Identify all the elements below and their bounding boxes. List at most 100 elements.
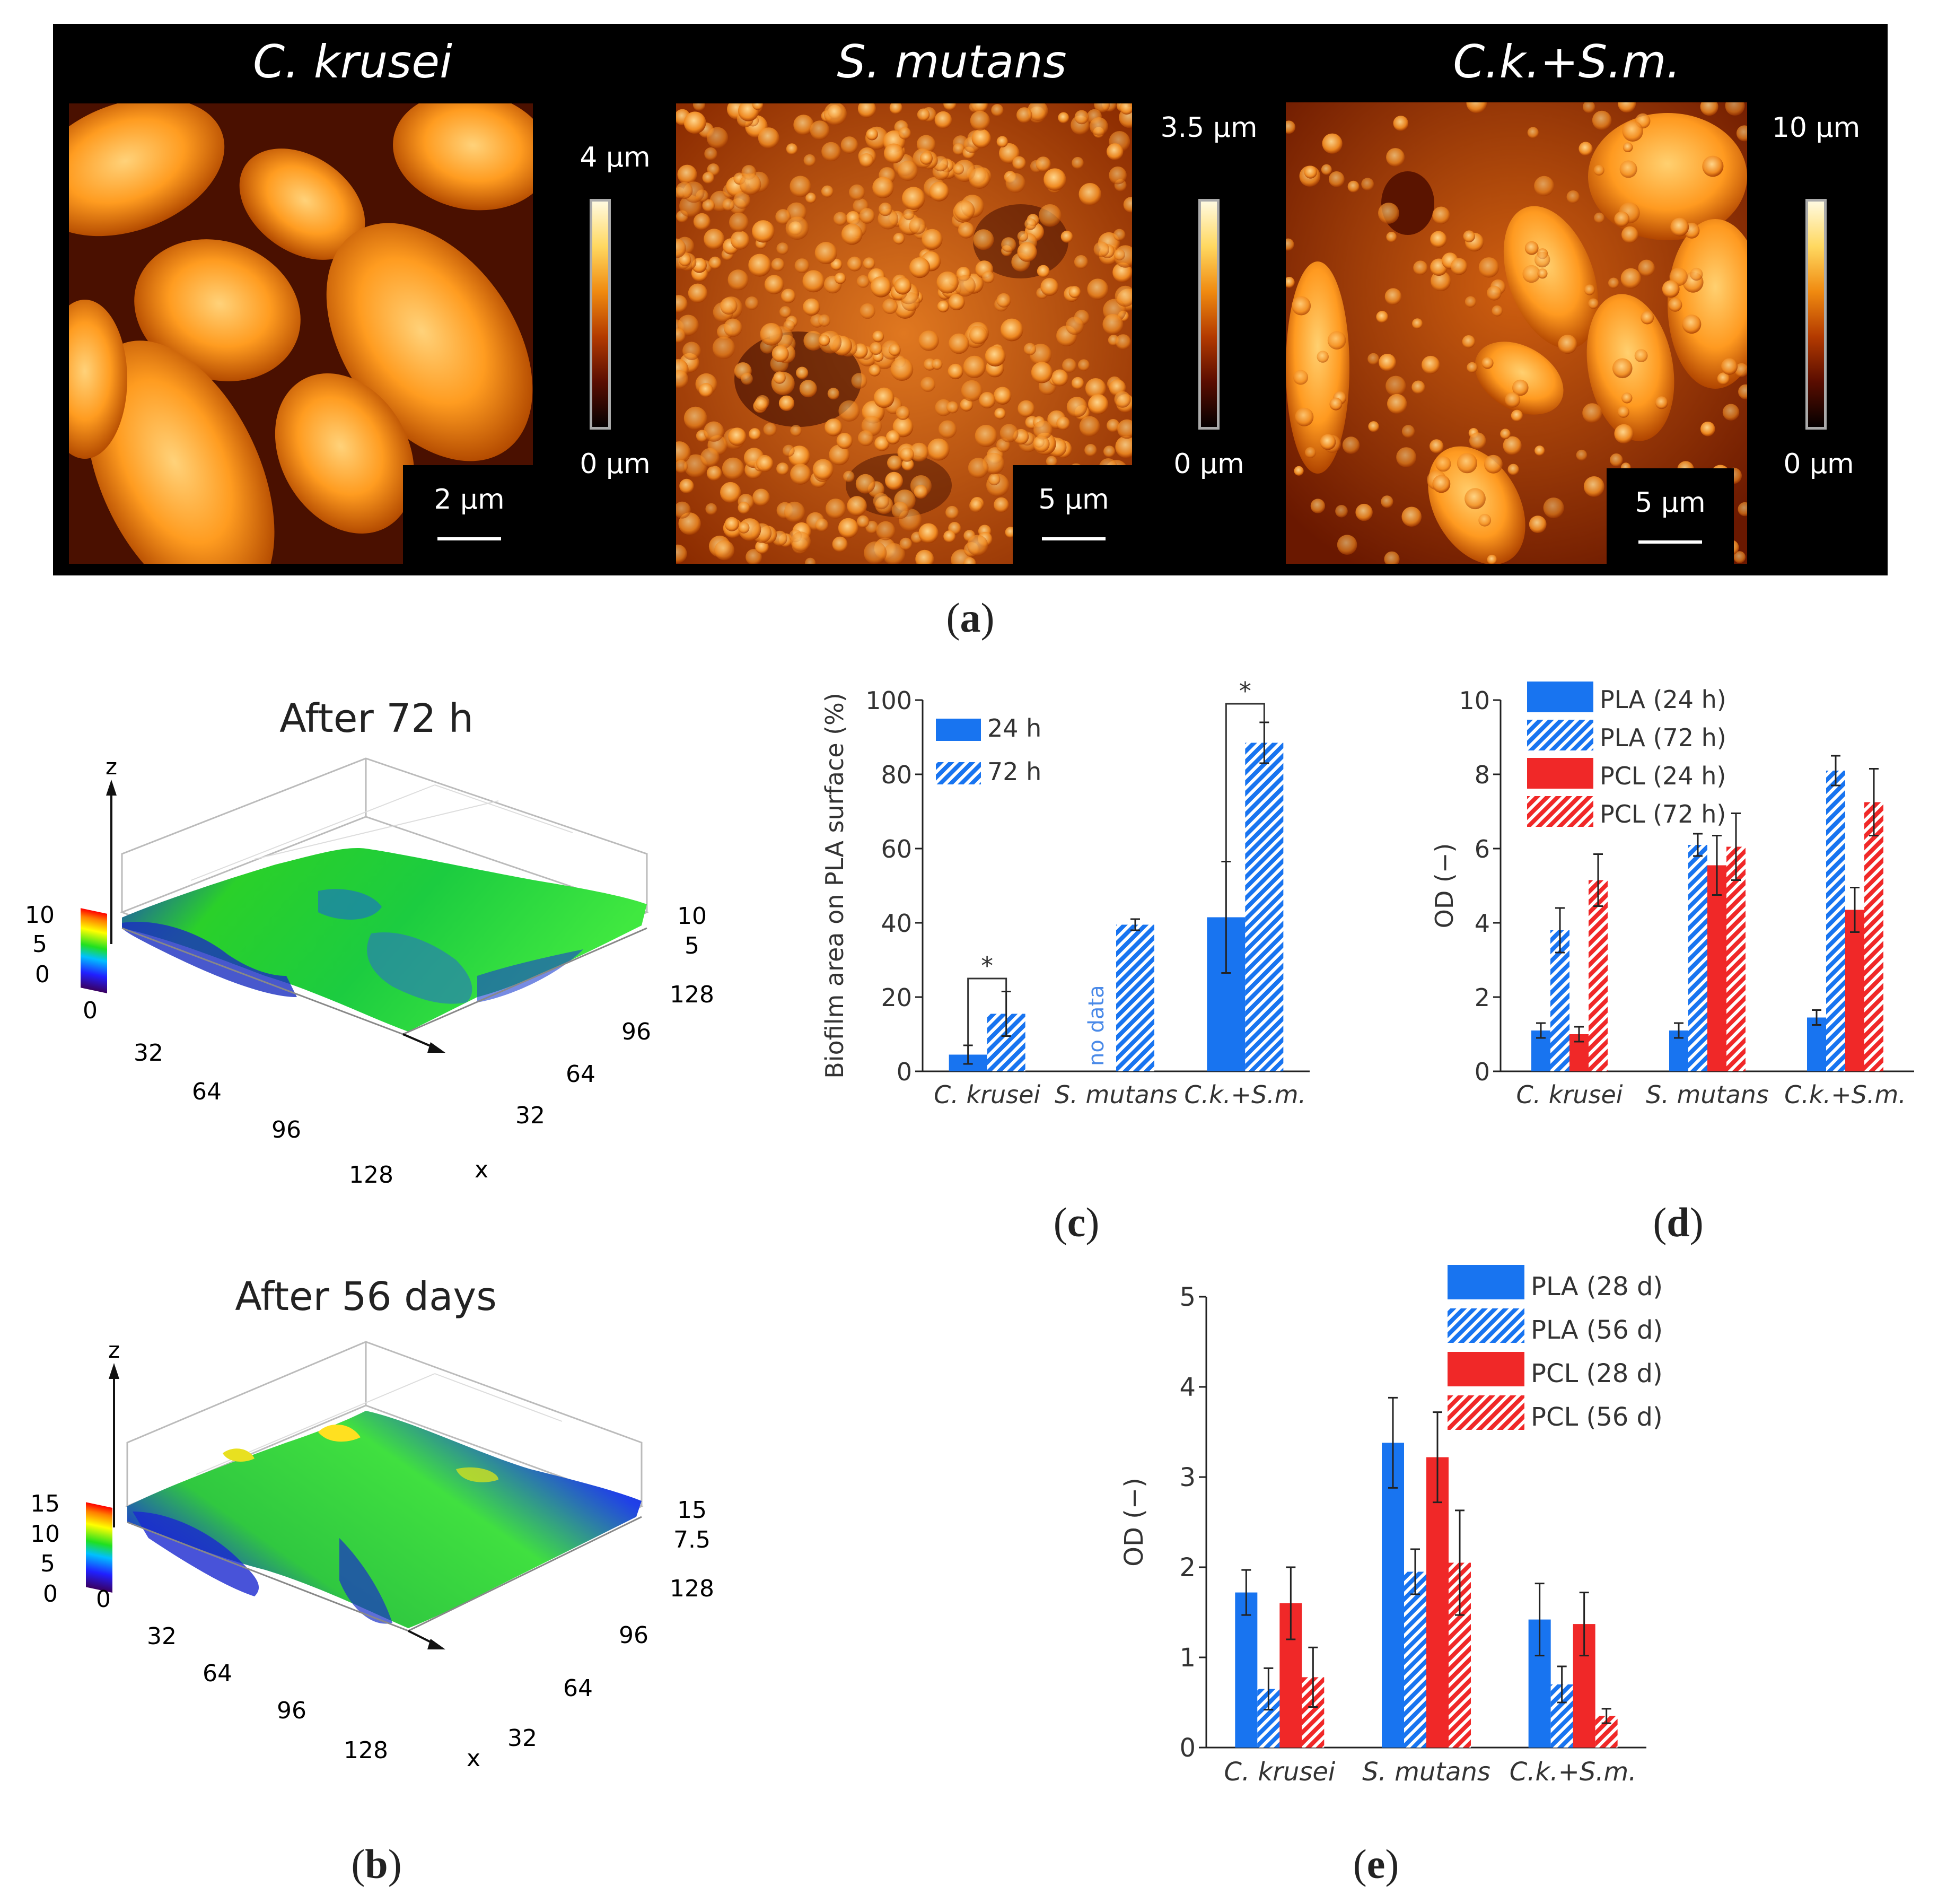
- coccus-cell: [720, 482, 741, 503]
- left-z-tick: 10: [25, 902, 55, 929]
- coccus-cell: [892, 416, 914, 438]
- coccus-cell: [1500, 429, 1511, 439]
- coccus-cell: [899, 447, 914, 462]
- coccus-cell: [1117, 419, 1132, 439]
- coccus-cell: [1337, 535, 1357, 555]
- y-tick-label: 0: [1475, 1058, 1490, 1086]
- coccus-cell: [760, 323, 783, 346]
- coccus-cell: [1558, 335, 1577, 354]
- coccus-cell: [704, 229, 725, 250]
- coccus-cell: [1457, 453, 1477, 474]
- afm-title-mixed: C.k.+S.m.: [1453, 36, 1681, 89]
- coccus-cell: [958, 222, 975, 239]
- coccus-cell: [1119, 103, 1132, 115]
- coccus-cell: [1618, 102, 1636, 113]
- coccus-cell: [815, 518, 829, 532]
- panel-letter: d: [1667, 1199, 1690, 1245]
- coccus-cell: [952, 143, 964, 155]
- coccus-cell: [1614, 211, 1630, 227]
- coccus-cell: [963, 557, 976, 564]
- coccus-cell: [784, 501, 805, 523]
- right-tick: 96: [619, 1622, 648, 1649]
- coccus-cell: [1670, 217, 1689, 237]
- coccus-cell: [1074, 255, 1088, 269]
- coccus-cell: [864, 541, 887, 564]
- coccus-cell: [1487, 285, 1502, 301]
- coccus-cell: [909, 217, 926, 235]
- coccus-cell: [688, 283, 708, 303]
- coccus-cell: [1465, 296, 1477, 308]
- coccus-cell: [676, 501, 691, 519]
- coccus-cell: [971, 129, 991, 149]
- coccus-cell: [953, 163, 964, 174]
- legend-label: PCL (24 h): [1600, 762, 1726, 790]
- coccus-cell: [1700, 102, 1718, 116]
- coccus-cell: [1355, 503, 1373, 521]
- coccus-cell: [676, 544, 687, 563]
- right-tick: 64: [566, 1061, 595, 1088]
- surface-plots-panel: After 72 h z x 10 5 0 10 5 0 32 64: [25, 696, 714, 1772]
- coccus-cell: [1467, 362, 1478, 373]
- coccus-cell: [859, 208, 875, 224]
- coccus-cell: [1292, 296, 1311, 316]
- coccus-cell: [1384, 551, 1400, 564]
- bar: [1864, 802, 1883, 1071]
- coccus-cell: [1621, 392, 1633, 404]
- coccus-cell: [1286, 277, 1295, 288]
- coccus-cell: [1379, 354, 1396, 371]
- coccus-cell: [1115, 285, 1132, 307]
- front-tick: 96: [277, 1697, 306, 1724]
- height-colorbar: [86, 1502, 112, 1593]
- bar: [1707, 865, 1726, 1071]
- coccus-cell: [1107, 419, 1120, 432]
- coccus-cell: [1376, 311, 1388, 323]
- coccus-cell: [1065, 317, 1084, 335]
- coccus-cell: [754, 397, 768, 411]
- coccus-cell: [985, 346, 1006, 367]
- coccus-cell: [1123, 197, 1132, 213]
- coccus-cell: [1668, 298, 1682, 312]
- coccus-cell: [1682, 315, 1702, 334]
- legend-swatch: [1448, 1308, 1524, 1343]
- coccus-cell: [1413, 260, 1428, 275]
- coccus-cell: [1608, 277, 1619, 289]
- scale-bar-label: 2 µm: [434, 484, 505, 516]
- coccus-cell: [771, 258, 785, 272]
- coccus-cell: [693, 213, 711, 230]
- surface-plot-title: After 72 h: [279, 696, 473, 741]
- coccus-cell: [899, 537, 913, 551]
- scale-bar-c-krusei: 2 µm: [403, 465, 536, 566]
- coccus-cell: [943, 103, 957, 110]
- coccus-cell: [1037, 265, 1050, 278]
- legend-label: PLA (24 h): [1600, 685, 1726, 714]
- y-tick-label: 6: [1475, 835, 1490, 863]
- y-tick-label: 8: [1475, 761, 1490, 789]
- coccus-cell: [1103, 446, 1116, 458]
- significance-bracket: [967, 977, 1007, 1045]
- coccus-cell: [1435, 456, 1451, 472]
- coccus-cell: [1492, 305, 1503, 317]
- coccus-cell: [918, 330, 939, 351]
- coccus-cell: [851, 373, 867, 389]
- coccus-cell: [683, 406, 707, 430]
- z-axis-arrow: [109, 1363, 119, 1379]
- coccus-cell: [1393, 116, 1409, 131]
- coccus-cell: [821, 185, 834, 198]
- legend-label: PCL (56 d): [1531, 1402, 1663, 1432]
- coccus-cell: [676, 460, 688, 473]
- coccus-cell: [1386, 232, 1397, 242]
- coccus-cell: [1529, 516, 1547, 533]
- category-label: C. krusei: [1224, 1757, 1336, 1787]
- category-label: S. mutans: [1055, 1080, 1178, 1109]
- coccus-cell: [763, 423, 777, 436]
- coccus-cell: [708, 256, 722, 269]
- coccus-cell: [1662, 280, 1680, 298]
- coccus-cell: [876, 521, 896, 540]
- coccus-cell: [1534, 251, 1550, 268]
- coccus-cell: [833, 212, 847, 226]
- coccus-cell: [745, 296, 759, 310]
- coccus-cell: [676, 182, 693, 199]
- panel-letter: c: [1067, 1199, 1086, 1245]
- height-colorbar: [81, 908, 107, 993]
- coccus-cell: [738, 522, 750, 534]
